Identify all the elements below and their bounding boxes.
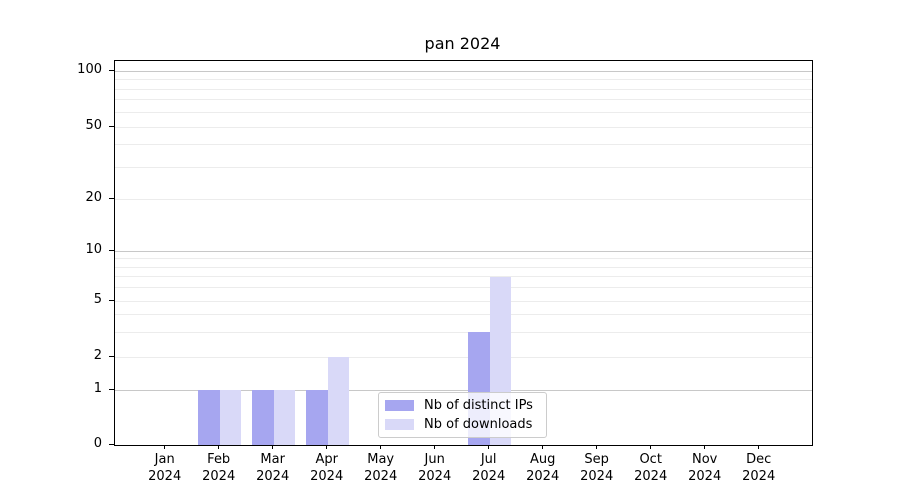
bar-downloads-mar [273,390,296,445]
x-tick-label: Jul 2024 [472,452,506,484]
legend: Nb of distinct IPs Nb of downloads [378,392,547,438]
bar-downloads-apr [327,357,350,445]
x-tick-label: May 2024 [364,452,398,484]
x-tick-label: Jan 2024 [148,452,182,484]
legend-row-distinct-ips: Nb of distinct IPs [385,396,540,414]
minor-gridline [115,300,812,302]
x-tick-label: Dec 2024 [742,452,776,484]
legend-swatch-distinct-ips [385,399,414,411]
y-tick-mark [109,444,114,445]
minor-gridline [115,276,812,278]
y-tick-mark [109,70,114,71]
minor-gridline [115,266,812,268]
minor-gridline [115,166,812,168]
x-tick-label: Aug 2024 [526,452,560,484]
minor-gridline [115,258,812,260]
y-tick-mark [109,300,114,301]
y-tick-label: 0 [93,436,102,451]
x-tick-label: Apr 2024 [310,452,344,484]
minor-gridline [115,126,812,128]
x-tick-mark [164,445,166,449]
y-tick-label: 10 [85,242,102,257]
x-tick-mark [758,445,760,449]
y-tick-label: 5 [93,292,102,307]
minor-gridline [115,111,812,113]
x-tick-mark [704,445,706,449]
x-tick-label: Jun 2024 [418,452,452,484]
minor-gridline [115,331,812,333]
y-tick-label: 20 [85,190,102,205]
y-tick-mark [109,198,114,199]
chart-title: pan 2024 [424,34,501,53]
x-tick-mark [380,445,382,449]
minor-gridline [115,314,812,316]
x-tick-label: Nov 2024 [688,452,722,484]
x-tick-label: Oct 2024 [634,452,668,484]
bar-distinct-ips-feb [198,390,220,445]
y-tick-label: 100 [77,62,102,77]
y-tick-label: 1 [93,381,102,396]
x-tick-mark [272,445,274,449]
minor-gridline [115,198,812,200]
x-tick-mark [434,445,436,449]
x-tick-mark [326,445,328,449]
minor-gridline [115,356,812,358]
legend-row-downloads: Nb of downloads [385,416,540,434]
legend-swatch-downloads [385,419,414,431]
bar-distinct-ips-mar [252,390,274,445]
y-tick-mark [109,389,114,390]
x-tick-mark [218,445,220,449]
y-tick-mark [109,250,114,251]
x-tick-mark [650,445,652,449]
bar-distinct-ips-apr [306,390,328,445]
minor-gridline [115,88,812,90]
y-tick-label: 50 [85,118,102,133]
major-gridline [115,70,812,72]
bar-downloads-feb [219,390,242,445]
x-tick-mark [542,445,544,449]
major-gridline [115,250,812,252]
legend-label-distinct-ips: Nb of distinct IPs [424,397,533,413]
y-tick-mark [109,356,114,357]
major-gridline [115,389,812,391]
minor-gridline [115,99,812,101]
x-tick-label: Mar 2024 [256,452,290,484]
y-tick-mark [109,126,114,127]
x-tick-label: Sep 2024 [580,452,614,484]
plot-area [114,60,813,446]
y-tick-label: 2 [93,348,102,363]
legend-label-downloads: Nb of downloads [424,417,533,433]
minor-gridline [115,144,812,146]
minor-gridline [115,287,812,289]
x-tick-mark [488,445,490,449]
x-tick-label: Feb 2024 [202,452,236,484]
minor-gridline [115,79,812,80]
x-tick-mark [596,445,598,449]
